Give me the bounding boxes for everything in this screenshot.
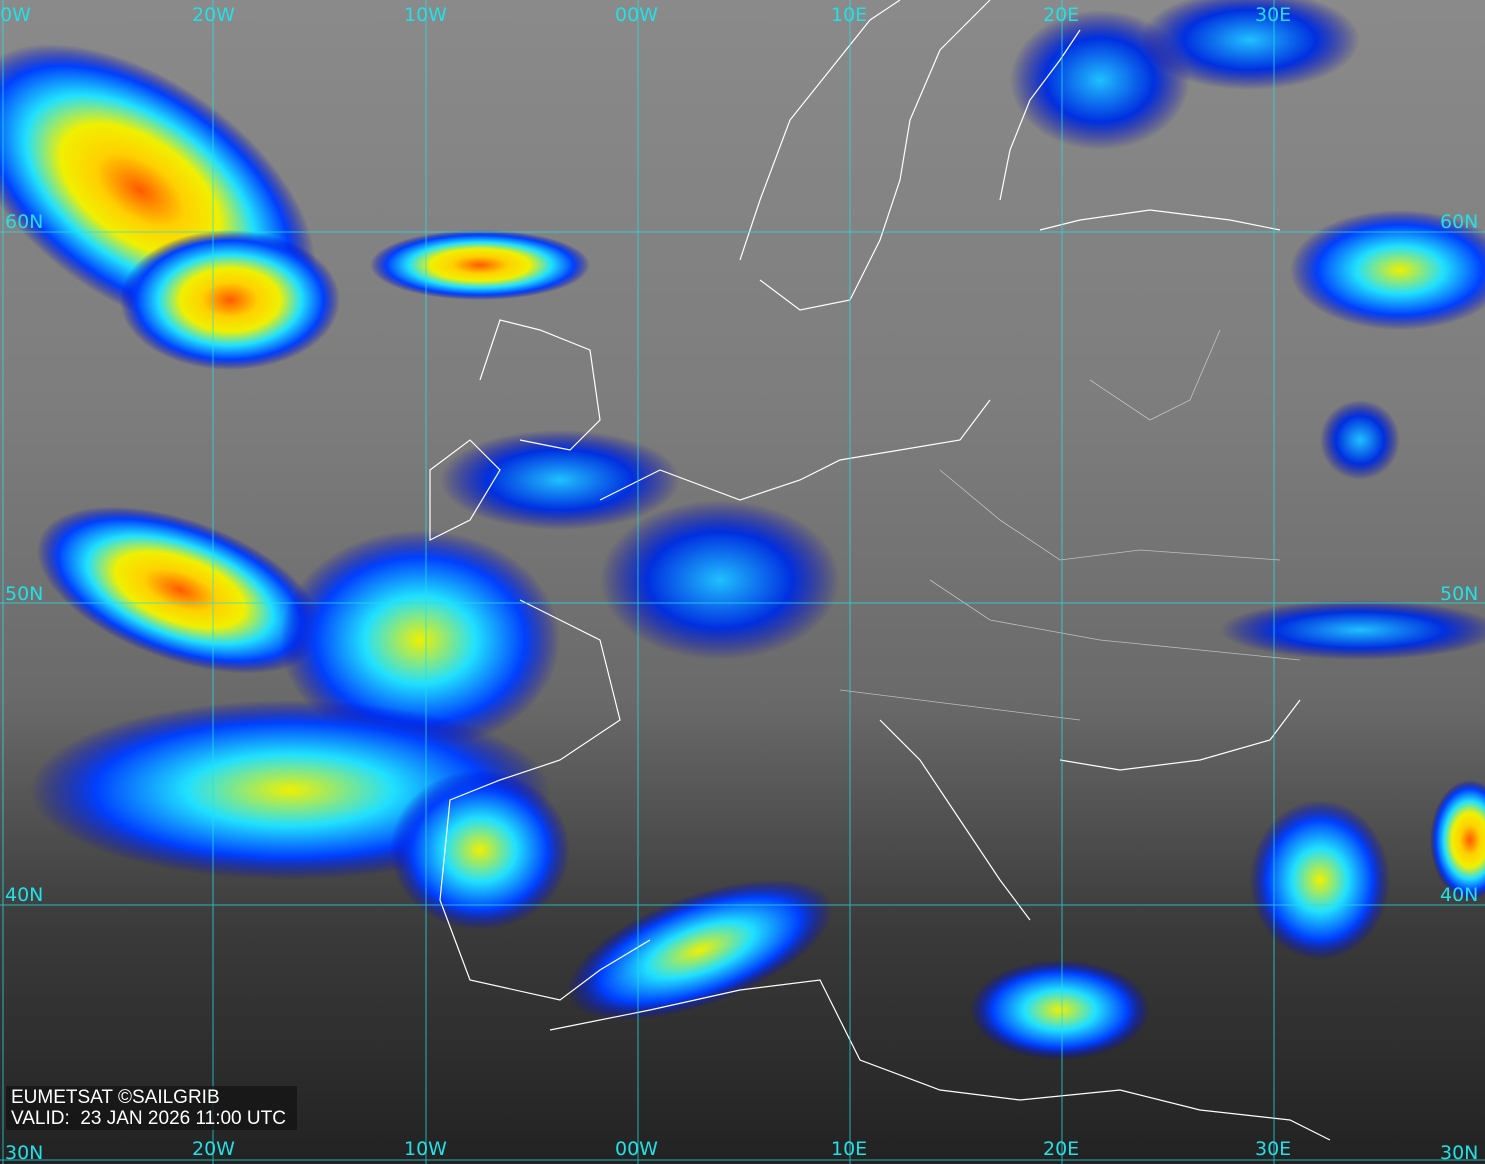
valid-time-line: VALID: 23 JAN 2026 11:00 UTC	[11, 1108, 291, 1129]
lon-label-10e-bottom: 10E	[831, 1138, 868, 1160]
lon-label-20w-bottom: 20W	[192, 1138, 235, 1160]
lat-label-60n-right: 60N	[1440, 211, 1479, 233]
lon-label-10e-top: 10E	[831, 4, 868, 26]
lat-label-40n-left: 40N	[5, 884, 44, 906]
lon-label-30e-top: 30E	[1255, 4, 1292, 26]
lat-label-50n-right: 50N	[1440, 583, 1479, 605]
source-credit: EUMETSAT ©SAILGRIB	[11, 1087, 220, 1108]
lon-label-10w-bottom: 10W	[404, 1138, 447, 1160]
coastlines	[429, 0, 1331, 1141]
lat-label-40n-right: 40N	[1440, 884, 1479, 906]
lat-label-30n-left: 30N	[5, 1142, 44, 1164]
lon-label-00w-top: 00W	[615, 4, 658, 26]
lat-label-50n-left: 50N	[5, 583, 44, 605]
lon-label-30w-top: 30W	[0, 4, 31, 26]
lon-label-20w-top: 20W	[192, 4, 235, 26]
lon-label-00w-bottom: 00W	[615, 1138, 658, 1160]
lat-label-60n-left: 60N	[5, 211, 44, 233]
valid-label: VALID:	[11, 1108, 70, 1129]
cloud-bands	[0, 0, 1485, 1060]
borders	[839, 329, 1301, 721]
lon-label-20e-top: 20E	[1043, 4, 1080, 26]
credit-box: EUMETSAT ©SAILGRIB VALID: 23 JAN 2026 11…	[6, 1086, 297, 1130]
lon-label-10w-top: 10W	[404, 4, 447, 26]
valid-time: 23 JAN 2026 11:00 UTC	[80, 1108, 286, 1129]
lon-label-30e-bottom: 30E	[1255, 1138, 1292, 1160]
lat-label-30n-right: 30N	[1440, 1142, 1479, 1164]
lon-label-20e-bottom: 20E	[1043, 1138, 1080, 1160]
